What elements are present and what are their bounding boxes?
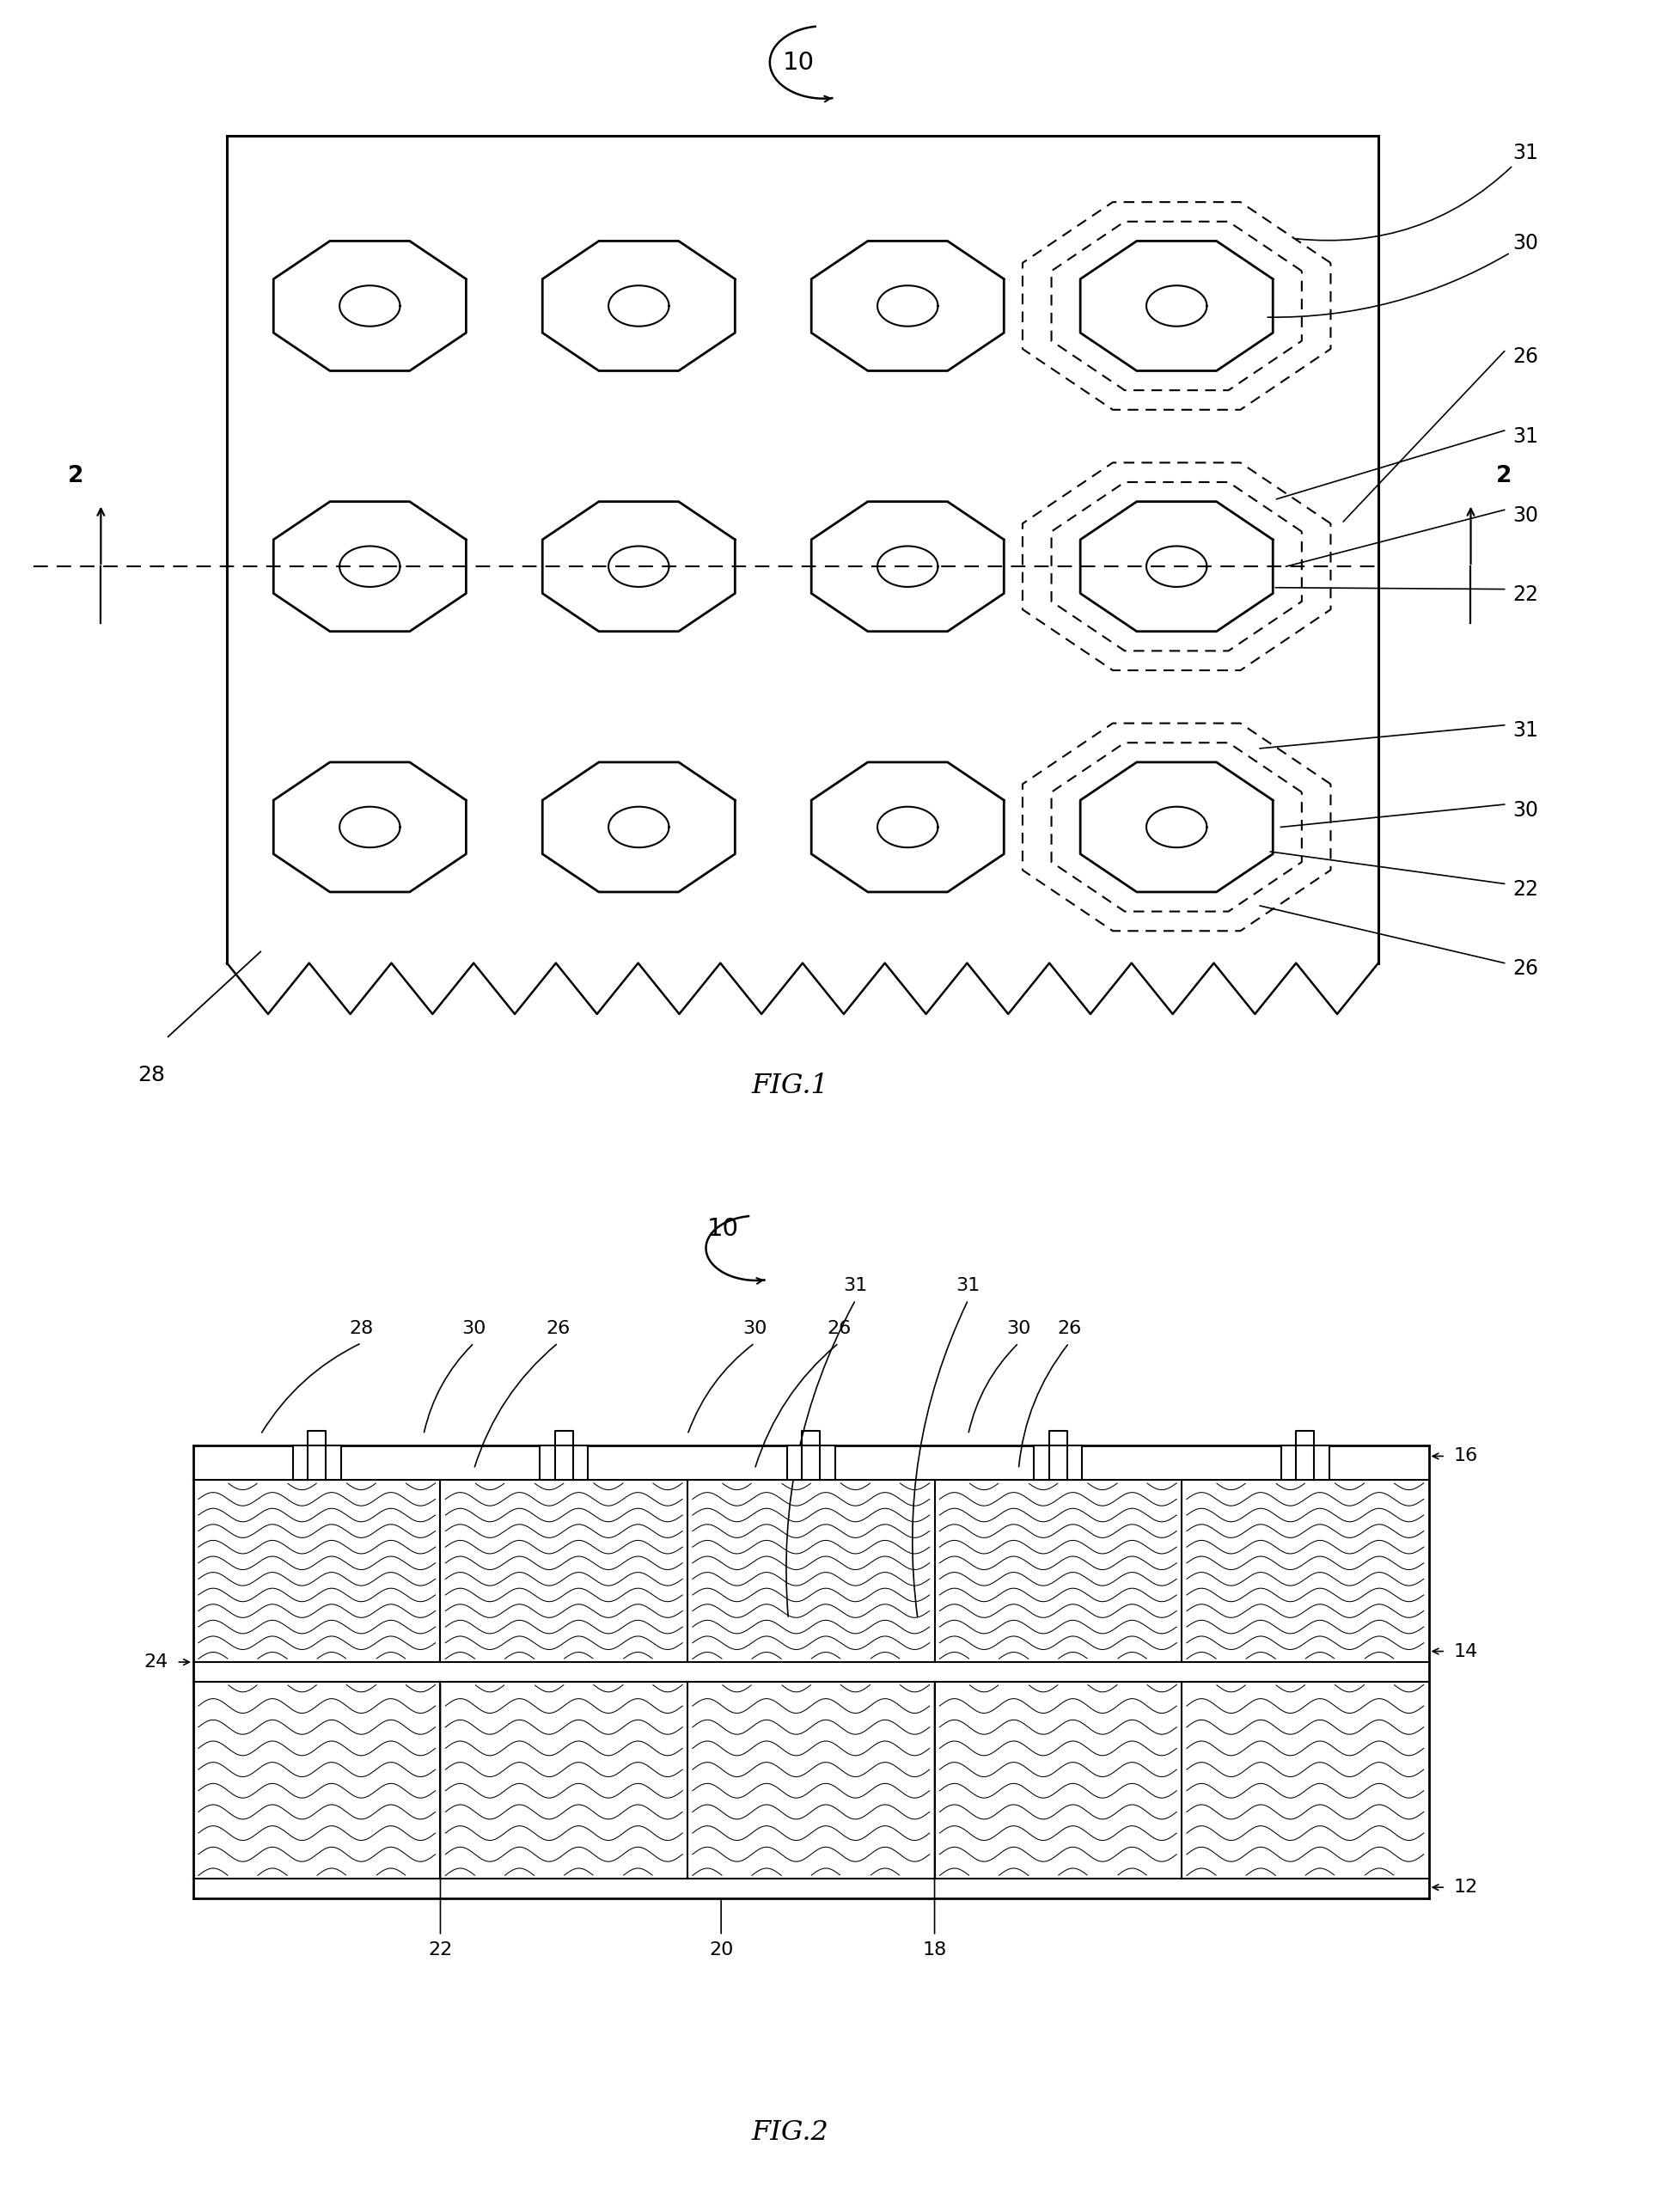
Text: 26: 26 <box>1057 1320 1080 1338</box>
Text: 26: 26 <box>1512 959 1537 979</box>
Text: 16: 16 <box>1453 1448 1477 1465</box>
Text: 30: 30 <box>1006 1320 1030 1338</box>
Text: 14: 14 <box>1453 1643 1477 1659</box>
Text: 22: 22 <box>1512 585 1537 605</box>
Text: 18: 18 <box>922 1940 946 1958</box>
Text: 10: 10 <box>783 51 813 75</box>
Text: 22: 22 <box>1512 880 1537 900</box>
Text: 30: 30 <box>1512 801 1537 821</box>
Text: 10: 10 <box>707 1217 738 1241</box>
Text: 31: 31 <box>1512 427 1537 447</box>
Text: 22: 22 <box>428 1940 452 1958</box>
Text: 31: 31 <box>1295 143 1537 240</box>
Text: 2: 2 <box>67 464 84 486</box>
Bar <box>786 1445 835 1481</box>
Text: 31: 31 <box>956 1278 979 1294</box>
Text: 28: 28 <box>138 1065 165 1085</box>
Bar <box>1033 1445 1082 1481</box>
Text: 24: 24 <box>144 1654 168 1670</box>
Text: 30: 30 <box>1267 233 1537 317</box>
Text: 12: 12 <box>1453 1879 1477 1896</box>
Text: 30: 30 <box>462 1320 486 1338</box>
Text: 2: 2 <box>1495 464 1510 486</box>
Text: 30: 30 <box>743 1320 766 1338</box>
Text: FIG.2: FIG.2 <box>751 2119 828 2147</box>
Bar <box>1280 1445 1329 1481</box>
Text: FIG.1: FIG.1 <box>751 1071 828 1100</box>
Text: 20: 20 <box>709 1940 732 1958</box>
Text: 26: 26 <box>546 1320 570 1338</box>
Text: 26: 26 <box>1512 348 1537 367</box>
Text: 28: 28 <box>349 1320 373 1338</box>
Bar <box>292 1445 341 1481</box>
Text: 31: 31 <box>843 1278 867 1294</box>
Text: 30: 30 <box>1512 506 1537 526</box>
Text: 31: 31 <box>1512 719 1537 741</box>
Text: 26: 26 <box>827 1320 850 1338</box>
Bar <box>539 1445 588 1481</box>
